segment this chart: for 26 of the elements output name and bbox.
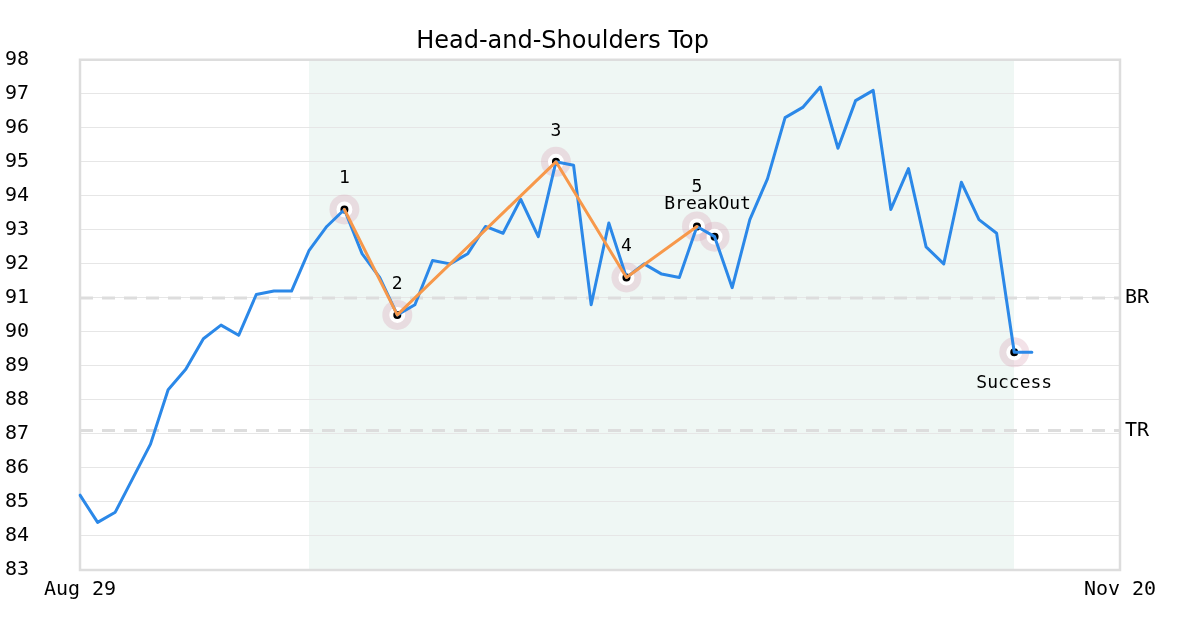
x-tick-label: Nov 20	[1083, 576, 1157, 601]
y-tick-label: 96	[5, 114, 30, 139]
y-tick-label: 85	[5, 488, 30, 513]
annotation: Success	[976, 370, 1053, 392]
annotation: 2	[391, 271, 403, 293]
annotation: 1	[338, 166, 350, 188]
ref-line-label: BR	[1125, 284, 1151, 309]
y-tick-label: 88	[5, 386, 30, 411]
y-tick-label: 97	[5, 80, 30, 105]
y-tick-label: 84	[5, 522, 30, 547]
y-tick-label: 86	[5, 454, 30, 479]
y-tick-label: 93	[5, 216, 30, 241]
y-tick-label: 89	[5, 352, 30, 377]
y-tick-label: 94	[5, 182, 30, 207]
x-tick-label: Aug 29	[43, 576, 117, 601]
y-tick-label: 98	[5, 46, 30, 70]
annotation: 4	[621, 234, 632, 256]
y-tick-label: 95	[5, 148, 30, 173]
y-tick-label: 91	[5, 284, 30, 309]
y-tick-label: 83	[5, 556, 30, 581]
y-tick-label: 90	[5, 318, 30, 343]
y-tick-label: 87	[5, 420, 30, 445]
ref-line-label: TR	[1125, 416, 1151, 441]
annotation: 3	[550, 118, 562, 140]
chart-title: Head-and-Shoulders Top	[416, 25, 709, 54]
y-tick-label: 92	[5, 250, 30, 275]
